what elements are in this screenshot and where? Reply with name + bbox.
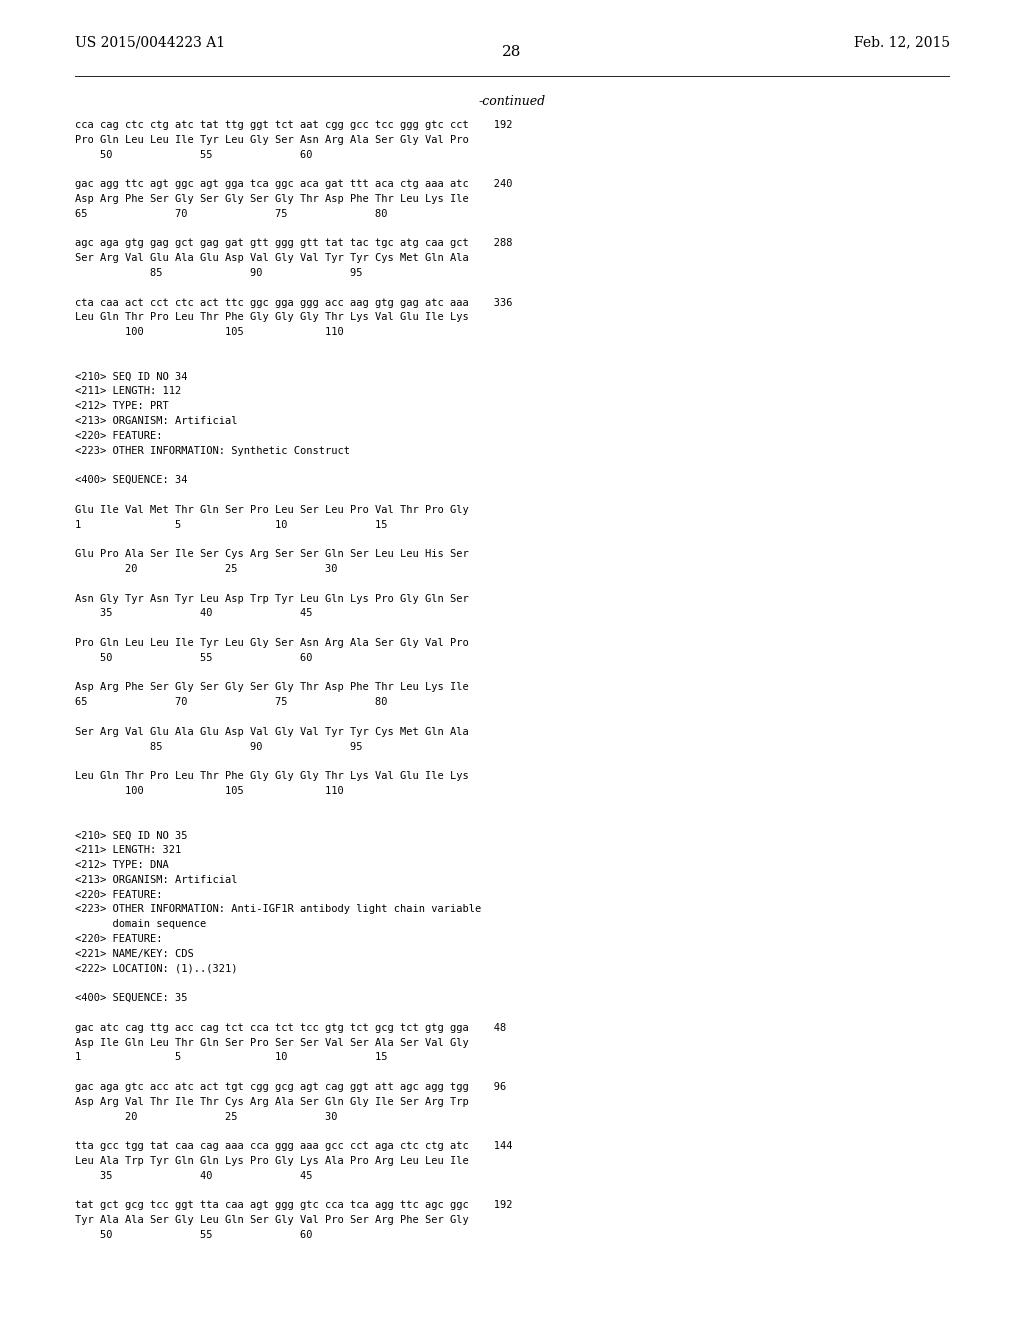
Text: <223> OTHER INFORMATION: Synthetic Construct: <223> OTHER INFORMATION: Synthetic Const… — [75, 446, 350, 455]
Text: Pro Gln Leu Leu Ile Tyr Leu Gly Ser Asn Arg Ala Ser Gly Val Pro: Pro Gln Leu Leu Ile Tyr Leu Gly Ser Asn … — [75, 135, 469, 145]
Text: 50              55              60: 50 55 60 — [75, 653, 312, 663]
Text: agc aga gtg gag gct gag gat gtt ggg gtt tat tac tgc atg caa gct    288: agc aga gtg gag gct gag gat gtt ggg gtt … — [75, 239, 512, 248]
Text: -continued: -continued — [478, 95, 546, 108]
Text: <223> OTHER INFORMATION: Anti-IGF1R antibody light chain variable: <223> OTHER INFORMATION: Anti-IGF1R anti… — [75, 904, 481, 915]
Text: 1               5               10              15: 1 5 10 15 — [75, 1052, 387, 1063]
Text: gac agg ttc agt ggc agt gga tca ggc aca gat ttt aca ctg aaa atc    240: gac agg ttc agt ggc agt gga tca ggc aca … — [75, 180, 512, 189]
Text: 35              40              45: 35 40 45 — [75, 1171, 312, 1181]
Text: US 2015/0044223 A1: US 2015/0044223 A1 — [75, 36, 225, 49]
Text: Leu Ala Trp Tyr Gln Gln Lys Pro Gly Lys Ala Pro Arg Leu Leu Ile: Leu Ala Trp Tyr Gln Gln Lys Pro Gly Lys … — [75, 1156, 469, 1166]
Text: tat gct gcg tcc ggt tta caa agt ggg gtc cca tca agg ttc agc ggc    192: tat gct gcg tcc ggt tta caa agt ggg gtc … — [75, 1200, 512, 1210]
Text: Asp Arg Val Thr Ile Thr Cys Arg Ala Ser Gln Gly Ile Ser Arg Trp: Asp Arg Val Thr Ile Thr Cys Arg Ala Ser … — [75, 1097, 469, 1106]
Text: 100             105             110: 100 105 110 — [75, 327, 344, 337]
Text: <211> LENGTH: 112: <211> LENGTH: 112 — [75, 387, 181, 396]
Text: domain sequence: domain sequence — [75, 919, 206, 929]
Text: Glu Pro Ala Ser Ile Ser Cys Arg Ser Ser Gln Ser Leu Leu His Ser: Glu Pro Ala Ser Ile Ser Cys Arg Ser Ser … — [75, 549, 469, 560]
Text: Asp Arg Phe Ser Gly Ser Gly Ser Gly Thr Asp Phe Thr Leu Lys Ile: Asp Arg Phe Ser Gly Ser Gly Ser Gly Thr … — [75, 682, 469, 693]
Text: tta gcc tgg tat caa cag aaa cca ggg aaa gcc cct aga ctc ctg atc    144: tta gcc tgg tat caa cag aaa cca ggg aaa … — [75, 1142, 512, 1151]
Text: 85              90              95: 85 90 95 — [75, 742, 362, 751]
Text: <220> FEATURE:: <220> FEATURE: — [75, 935, 163, 944]
Text: <210> SEQ ID NO 35: <210> SEQ ID NO 35 — [75, 830, 187, 841]
Text: 50              55              60: 50 55 60 — [75, 149, 312, 160]
Text: 85              90              95: 85 90 95 — [75, 268, 362, 279]
Text: cca cag ctc ctg atc tat ttg ggt tct aat cgg gcc tcc ggg gtc cct    192: cca cag ctc ctg atc tat ttg ggt tct aat … — [75, 120, 512, 129]
Text: 65              70              75              80: 65 70 75 80 — [75, 697, 387, 708]
Text: <212> TYPE: PRT: <212> TYPE: PRT — [75, 401, 169, 412]
Text: <220> FEATURE:: <220> FEATURE: — [75, 890, 163, 900]
Text: <400> SEQUENCE: 34: <400> SEQUENCE: 34 — [75, 475, 187, 486]
Text: Tyr Ala Ala Ser Gly Leu Gln Ser Gly Val Pro Ser Arg Phe Ser Gly: Tyr Ala Ala Ser Gly Leu Gln Ser Gly Val … — [75, 1216, 469, 1225]
Text: 100             105             110: 100 105 110 — [75, 785, 344, 796]
Text: <211> LENGTH: 321: <211> LENGTH: 321 — [75, 845, 181, 855]
Text: <222> LOCATION: (1)..(321): <222> LOCATION: (1)..(321) — [75, 964, 238, 974]
Text: Ser Arg Val Glu Ala Glu Asp Val Gly Val Tyr Tyr Cys Met Gln Ala: Ser Arg Val Glu Ala Glu Asp Val Gly Val … — [75, 253, 469, 263]
Text: <400> SEQUENCE: 35: <400> SEQUENCE: 35 — [75, 993, 187, 1003]
Text: <213> ORGANISM: Artificial: <213> ORGANISM: Artificial — [75, 416, 238, 426]
Text: Leu Gln Thr Pro Leu Thr Phe Gly Gly Gly Thr Lys Val Glu Ile Lys: Leu Gln Thr Pro Leu Thr Phe Gly Gly Gly … — [75, 771, 469, 781]
Text: Ser Arg Val Glu Ala Glu Asp Val Gly Val Tyr Tyr Cys Met Gln Ala: Ser Arg Val Glu Ala Glu Asp Val Gly Val … — [75, 727, 469, 737]
Text: Feb. 12, 2015: Feb. 12, 2015 — [854, 36, 950, 49]
Text: 1               5               10              15: 1 5 10 15 — [75, 520, 387, 529]
Text: Asp Ile Gln Leu Thr Gln Ser Pro Ser Ser Val Ser Ala Ser Val Gly: Asp Ile Gln Leu Thr Gln Ser Pro Ser Ser … — [75, 1038, 469, 1048]
Text: 65              70              75              80: 65 70 75 80 — [75, 209, 387, 219]
Text: Leu Gln Thr Pro Leu Thr Phe Gly Gly Gly Thr Lys Val Glu Ile Lys: Leu Gln Thr Pro Leu Thr Phe Gly Gly Gly … — [75, 313, 469, 322]
Text: <210> SEQ ID NO 34: <210> SEQ ID NO 34 — [75, 372, 187, 381]
Text: Glu Ile Val Met Thr Gln Ser Pro Leu Ser Leu Pro Val Thr Pro Gly: Glu Ile Val Met Thr Gln Ser Pro Leu Ser … — [75, 504, 469, 515]
Text: <220> FEATURE:: <220> FEATURE: — [75, 430, 163, 441]
Text: gac aga gtc acc atc act tgt cgg gcg agt cag ggt att agc agg tgg    96: gac aga gtc acc atc act tgt cgg gcg agt … — [75, 1082, 506, 1092]
Text: 20              25              30: 20 25 30 — [75, 1111, 338, 1122]
Text: Asn Gly Tyr Asn Tyr Leu Asp Trp Tyr Leu Gln Lys Pro Gly Gln Ser: Asn Gly Tyr Asn Tyr Leu Asp Trp Tyr Leu … — [75, 594, 469, 603]
Text: Pro Gln Leu Leu Ile Tyr Leu Gly Ser Asn Arg Ala Ser Gly Val Pro: Pro Gln Leu Leu Ile Tyr Leu Gly Ser Asn … — [75, 638, 469, 648]
Text: <221> NAME/KEY: CDS: <221> NAME/KEY: CDS — [75, 949, 194, 958]
Text: Asp Arg Phe Ser Gly Ser Gly Ser Gly Thr Asp Phe Thr Leu Lys Ile: Asp Arg Phe Ser Gly Ser Gly Ser Gly Thr … — [75, 194, 469, 205]
Text: 50              55              60: 50 55 60 — [75, 1230, 312, 1239]
Text: cta caa act cct ctc act ttc ggc gga ggg acc aag gtg gag atc aaa    336: cta caa act cct ctc act ttc ggc gga ggg … — [75, 297, 512, 308]
Text: 20              25              30: 20 25 30 — [75, 564, 338, 574]
Text: 28: 28 — [503, 45, 521, 59]
Text: gac atc cag ttg acc cag tct cca tct tcc gtg tct gcg tct gtg gga    48: gac atc cag ttg acc cag tct cca tct tcc … — [75, 1023, 506, 1032]
Text: <212> TYPE: DNA: <212> TYPE: DNA — [75, 861, 169, 870]
Text: <213> ORGANISM: Artificial: <213> ORGANISM: Artificial — [75, 875, 238, 884]
Text: 35              40              45: 35 40 45 — [75, 609, 312, 618]
